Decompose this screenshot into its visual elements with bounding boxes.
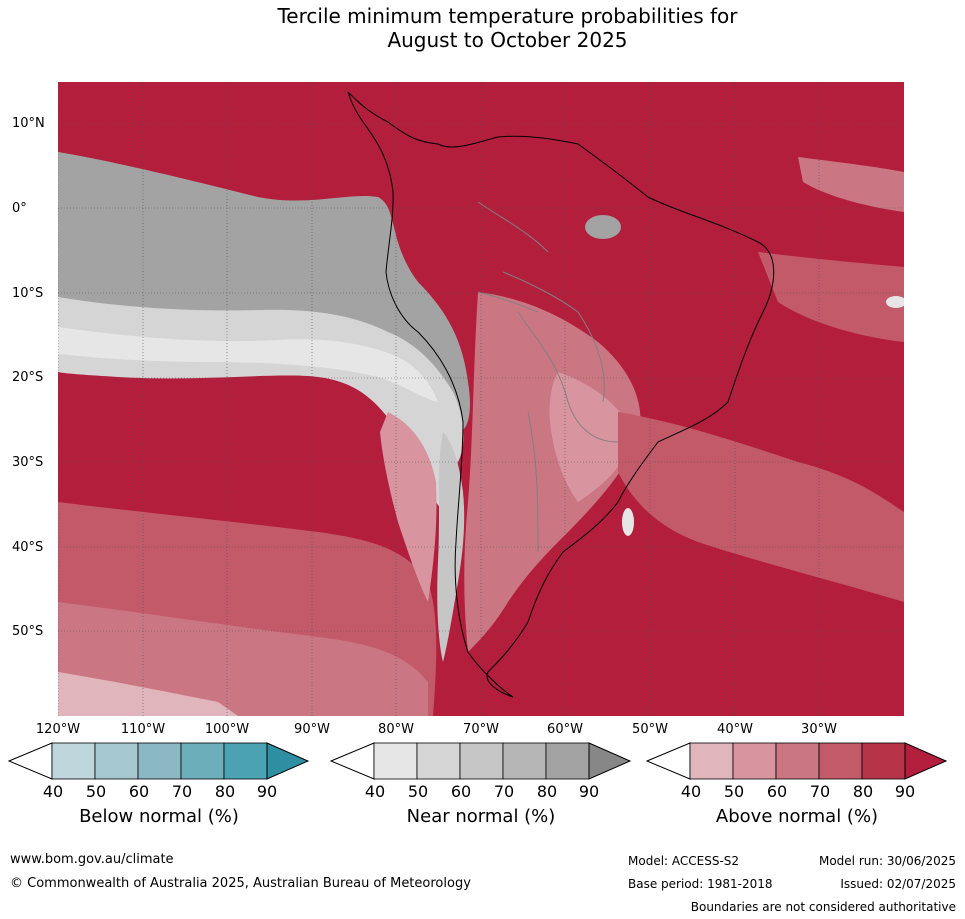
lon-label-70w: 70°W xyxy=(463,722,499,737)
colorbar-near-swatches xyxy=(373,742,590,780)
country-borders xyxy=(477,201,619,553)
tick-label: 70 xyxy=(809,782,831,801)
above-normal-region-atlantic-tropics xyxy=(758,252,904,342)
colorbar-near-swatch xyxy=(373,742,418,780)
colorbar-near-swatch xyxy=(545,742,590,780)
colorbar-above-swatch xyxy=(689,742,734,780)
colorbar-above-swatch xyxy=(818,742,863,780)
tick-label: 70 xyxy=(171,782,193,801)
model-name: Model: ACCESS-S2 xyxy=(628,854,740,868)
lon-label-40w: 40°W xyxy=(717,722,753,737)
above-normal-50-region-south-pacific xyxy=(58,602,428,716)
lon-label-90w: 90°W xyxy=(294,722,330,737)
tick-label: 50 xyxy=(85,782,107,801)
colorbar-below-swatch xyxy=(94,742,139,780)
colorbar-near-swatch xyxy=(502,742,547,780)
colorbar-near-swatch xyxy=(416,742,461,780)
lat-label-10s: 10°S xyxy=(12,286,44,301)
colorbar-above-title: Above normal (%) xyxy=(715,806,879,827)
tick-label: 60 xyxy=(766,782,788,801)
tick-label: 80 xyxy=(214,782,236,801)
tick-label: 90 xyxy=(256,782,278,801)
colorbar-below-swatch xyxy=(223,742,268,780)
south-america-coastline xyxy=(347,91,775,698)
colorbar-near-title: Near normal (%) xyxy=(406,806,556,827)
colorbar-below-lower-triangle xyxy=(8,742,53,780)
colorbar-below-swatch xyxy=(137,742,182,780)
near-normal-region-east-atlantic xyxy=(886,296,904,308)
colorbar-near-upper-triangle xyxy=(588,742,632,780)
above-normal-region-argentina xyxy=(464,292,641,652)
tick-label: 90 xyxy=(578,782,600,801)
probability-map xyxy=(58,82,904,716)
lon-label-100w: 100°W xyxy=(204,722,250,737)
tick-label: 70 xyxy=(493,782,515,801)
colorbar-above-swatch xyxy=(861,742,906,780)
map-title-line-1: Tercile minimum temperature probabilitie… xyxy=(277,4,738,28)
map-title-line-2: August to October 2025 xyxy=(387,28,628,52)
lat-label-0: 0° xyxy=(12,201,27,216)
colorbar-below-swatch xyxy=(51,742,96,780)
lon-label-50w: 50°W xyxy=(632,722,668,737)
map-title: Tercile minimum temperature probabilitie… xyxy=(0,4,965,52)
tick-label: 60 xyxy=(450,782,472,801)
tick-label: 80 xyxy=(852,782,874,801)
lat-label-20s: 20°S xyxy=(12,370,44,385)
map-canvas xyxy=(58,82,904,716)
colorbar-near-swatch xyxy=(459,742,504,780)
tick-label: 40 xyxy=(364,782,386,801)
above-normal-region-south-atlantic xyxy=(618,412,904,602)
above-normal-region-atlantic-north xyxy=(798,157,904,212)
lon-label-60w: 60°W xyxy=(547,722,583,737)
colorbar-above-swatch xyxy=(732,742,777,780)
colorbar-above-lower-triangle xyxy=(646,742,691,780)
lat-label-30s: 30°S xyxy=(12,455,44,470)
lon-label-110w: 110°W xyxy=(120,722,166,737)
near-normal-region-uruguay-coast xyxy=(622,508,634,536)
website-link[interactable]: www.bom.gov.au/climate xyxy=(10,852,174,867)
lat-label-10n: 10°N xyxy=(12,116,45,131)
lat-label-50s: 50°S xyxy=(12,624,44,639)
colorbar-below-upper-triangle xyxy=(266,742,310,780)
tick-label: 60 xyxy=(128,782,150,801)
copyright-text: © Commonwealth of Australia 2025, Austra… xyxy=(10,876,471,891)
tick-label: 50 xyxy=(723,782,745,801)
boundaries-disclaimer: Boundaries are not considered authoritat… xyxy=(690,900,956,914)
near-normal-region-amazon xyxy=(585,215,621,239)
above-normal-region-southeast-brazil xyxy=(549,372,633,502)
above-normal-40-region-southwest xyxy=(58,672,238,716)
graticule xyxy=(58,82,904,716)
coastal-near-normal-strip xyxy=(437,432,465,662)
lat-label-40s: 40°S xyxy=(12,540,44,555)
model-run-date: Model run: 30/06/2025 xyxy=(818,854,956,868)
lon-label-120w: 120°W xyxy=(35,722,81,737)
colorbar-below-normal xyxy=(8,742,310,780)
tick-label: 40 xyxy=(680,782,702,801)
tick-label: 50 xyxy=(407,782,429,801)
tick-label: 40 xyxy=(42,782,64,801)
colorbar-above-upper-triangle xyxy=(904,742,948,780)
issued-date: Issued: 02/07/2025 xyxy=(840,877,956,891)
tick-label: 80 xyxy=(536,782,558,801)
colorbar-above-swatch xyxy=(775,742,820,780)
tick-label: 90 xyxy=(894,782,916,801)
colorbar-near-lower-triangle xyxy=(330,742,375,780)
colorbar-above-normal xyxy=(646,742,948,780)
colorbar-below-swatch xyxy=(180,742,225,780)
near-normal-pale-band xyxy=(58,327,438,402)
lon-label-80w: 80°W xyxy=(378,722,414,737)
above-normal-region-coast-pacific xyxy=(380,412,437,602)
lon-label-30w: 30°W xyxy=(801,722,837,737)
colorbar-near-normal xyxy=(330,742,632,780)
colorbar-below-title: Below normal (%) xyxy=(79,806,239,827)
colorbar-above-swatches xyxy=(689,742,906,780)
base-period: Base period: 1981-2018 xyxy=(628,877,773,891)
colorbar-below-swatches xyxy=(51,742,268,780)
